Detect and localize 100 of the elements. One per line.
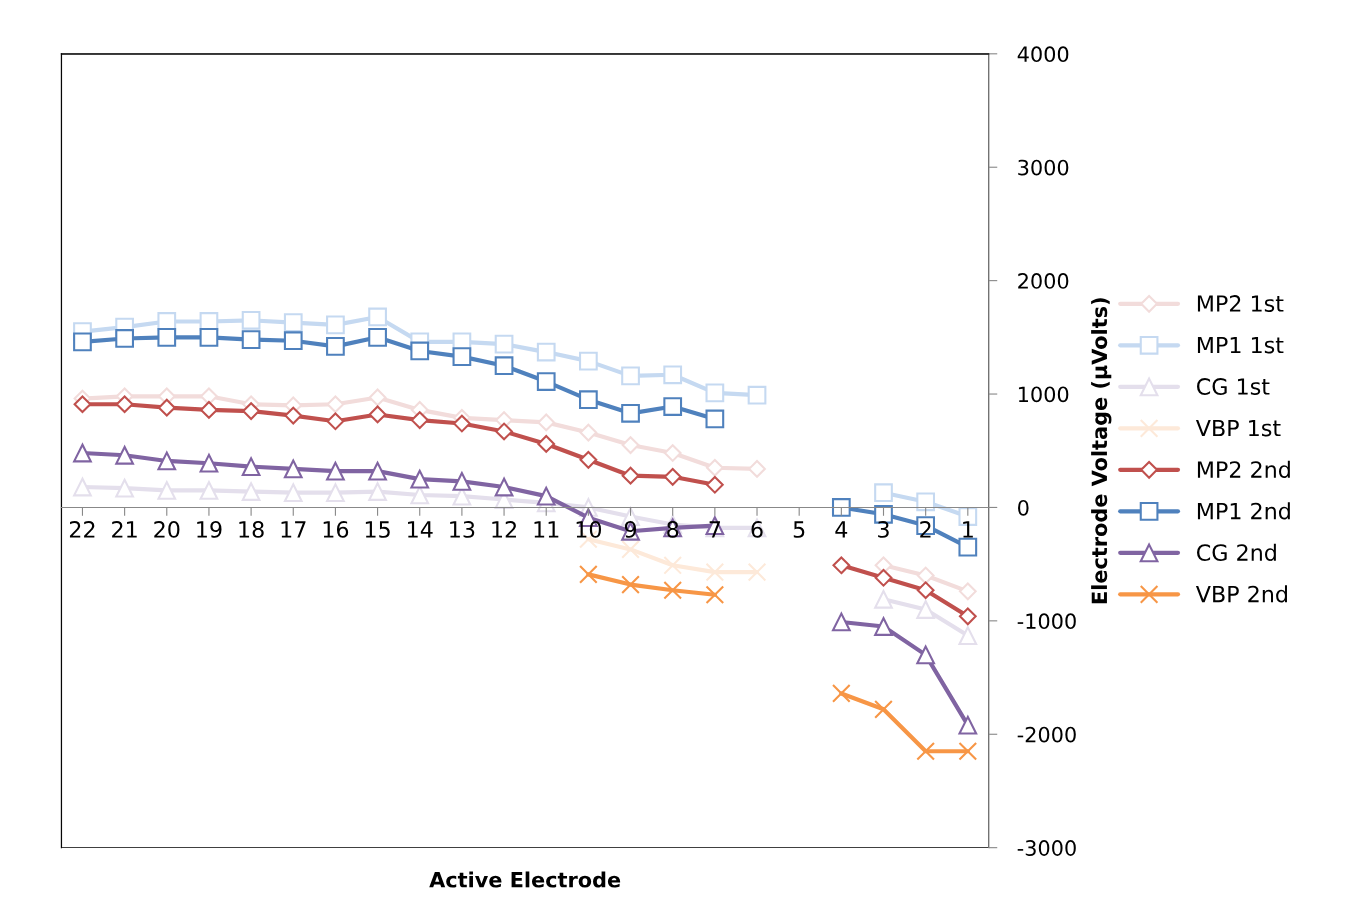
point: [536, 372, 556, 391]
legend-label: MP1 1st: [1197, 336, 1284, 354]
point: [916, 581, 935, 600]
point: [115, 445, 134, 465]
point: [663, 397, 683, 416]
point: [621, 575, 640, 594]
point: [579, 351, 598, 371]
point: [115, 395, 134, 414]
point: [495, 422, 513, 441]
point: [916, 600, 936, 619]
x-tick-label: 8: [667, 521, 679, 538]
point: [452, 471, 472, 491]
point: [494, 477, 514, 497]
point: [157, 398, 176, 417]
x-tick-label: 22: [69, 521, 95, 538]
legend-label: MP2 1st: [1197, 295, 1284, 312]
point: [73, 395, 92, 414]
x-tick-label: 18: [239, 521, 264, 538]
y-tick-label: -1000: [1017, 613, 1076, 630]
point: [958, 582, 977, 601]
x-tick-label: 1: [963, 521, 973, 538]
x-tick-label: 13: [450, 521, 475, 538]
point: [326, 395, 345, 414]
point: [368, 307, 387, 327]
point: [747, 385, 767, 405]
point: [368, 388, 387, 407]
point: [663, 467, 682, 486]
point: [200, 401, 218, 419]
point: [452, 347, 472, 366]
y-tick-label: 4000: [1017, 46, 1069, 63]
x-tick-label: 21: [112, 521, 137, 538]
point: [326, 461, 345, 481]
point: [241, 457, 261, 476]
legend-label: VBP 1st: [1195, 419, 1281, 437]
point: [663, 580, 683, 600]
point: [579, 564, 598, 584]
point: [241, 482, 261, 501]
point: [241, 330, 261, 349]
x-tick-label: 17: [281, 521, 306, 538]
point: [537, 435, 556, 453]
point: [621, 403, 640, 423]
point: [199, 453, 219, 473]
y-tick-label: -3000: [1017, 840, 1076, 856]
point: [705, 475, 724, 494]
x-tick-label: 9: [624, 521, 637, 538]
point: [157, 451, 177, 471]
x-tick-label: 4: [835, 521, 848, 538]
point: [537, 413, 556, 432]
point: [621, 540, 640, 559]
point: [410, 469, 430, 489]
point: [199, 481, 219, 500]
point: [579, 423, 598, 442]
point: [453, 414, 471, 433]
point: [621, 366, 640, 386]
point: [410, 341, 430, 361]
point: [916, 741, 936, 761]
point: [536, 342, 556, 362]
point: [705, 409, 725, 429]
point: [283, 313, 303, 332]
point: [368, 482, 387, 501]
point: [832, 556, 851, 575]
point: [283, 483, 303, 503]
point: [579, 390, 598, 410]
point: [958, 626, 978, 645]
point: [73, 332, 92, 352]
point: [115, 478, 134, 498]
point: [874, 568, 893, 587]
point: [958, 607, 977, 626]
point: [536, 486, 556, 506]
x-tick-label: 19: [197, 521, 222, 538]
point: [748, 459, 766, 478]
x-tick-label: 11: [534, 521, 559, 538]
point: [663, 555, 683, 575]
point: [157, 327, 177, 347]
point: [705, 562, 725, 582]
x-tick-label: 14: [408, 521, 433, 538]
point: [958, 715, 978, 735]
legend-label: CG 2nd: [1197, 543, 1276, 561]
point: [326, 412, 345, 431]
point: [705, 458, 724, 477]
legend-label: MP1 2nd: [1197, 502, 1290, 520]
point: [242, 402, 260, 420]
point: [368, 405, 387, 424]
point: [157, 481, 177, 500]
x-tick-label: 6: [751, 521, 763, 538]
point: [874, 483, 893, 503]
point: [705, 383, 725, 403]
point: [663, 444, 682, 462]
point: [958, 537, 978, 557]
point: [916, 566, 935, 585]
x-tick-label: 3: [878, 521, 889, 538]
point: [579, 450, 598, 469]
y-tick-label: 2000: [1018, 273, 1069, 289]
point: [410, 485, 430, 505]
point: [874, 589, 893, 609]
point: [958, 741, 978, 761]
point: [874, 617, 893, 636]
point: [621, 436, 640, 454]
x-tick-label: 16: [323, 521, 349, 538]
point: [916, 492, 936, 512]
